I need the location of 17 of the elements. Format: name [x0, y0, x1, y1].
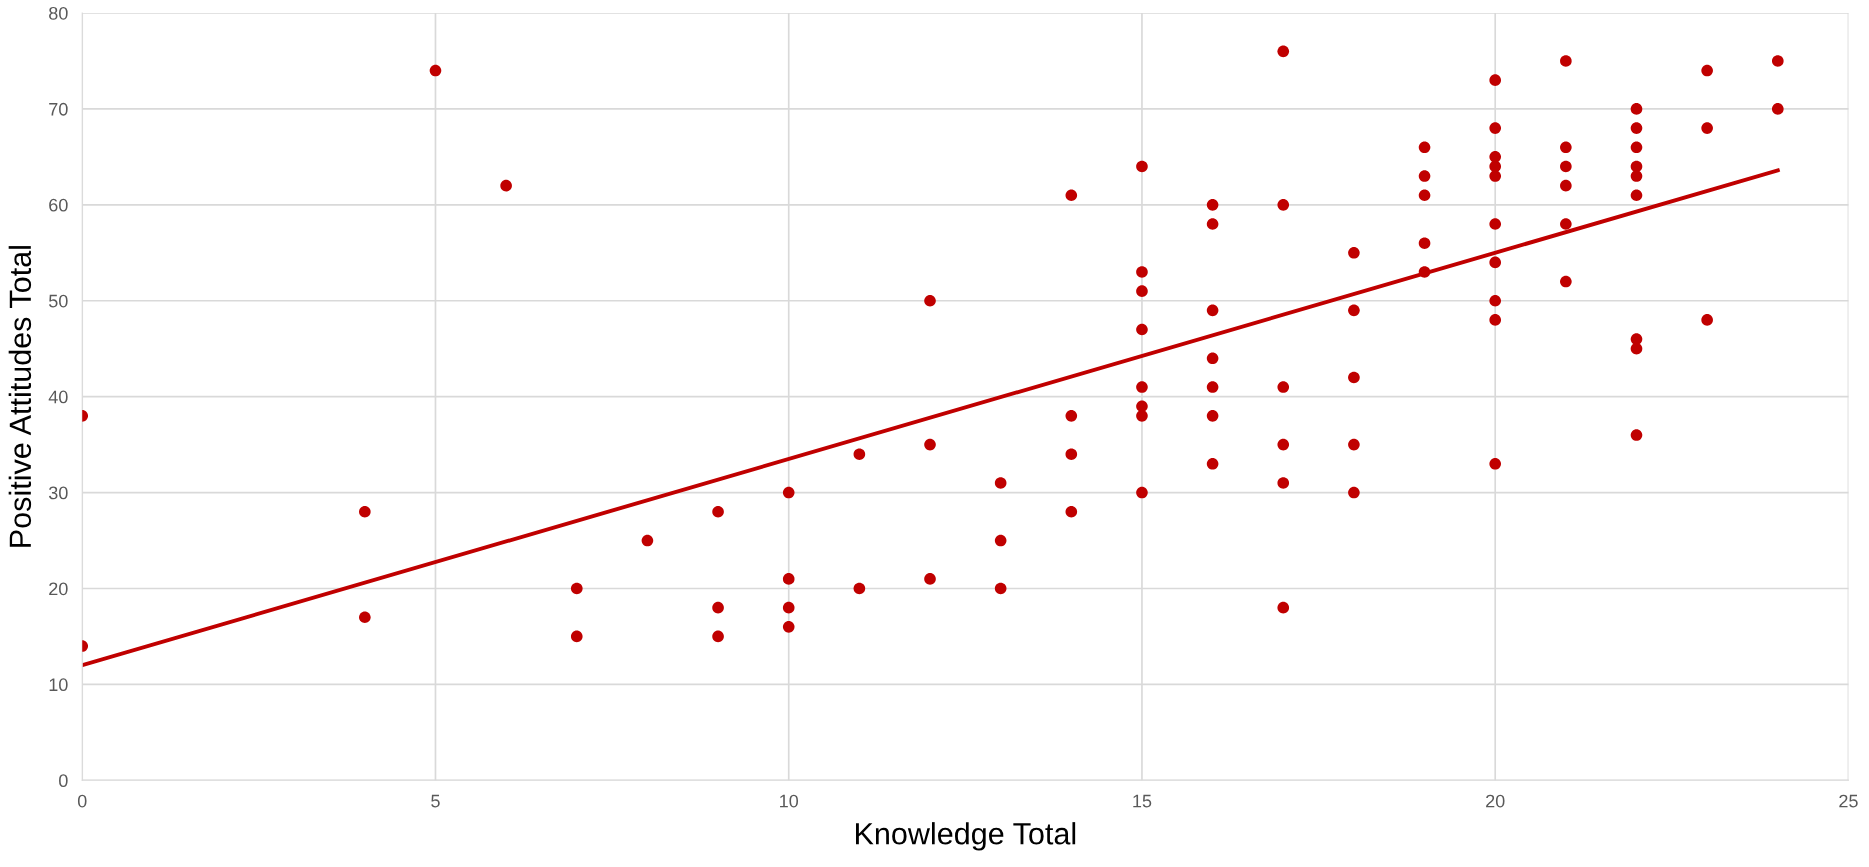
x-tick-label: 10 [780, 794, 799, 808]
x-tick-label: 0 [77, 794, 87, 808]
y-tick-label: 70 [49, 102, 68, 116]
x-tick-label: 5 [431, 794, 440, 808]
y-tick-label: 80 [49, 6, 68, 20]
x-tick-label: 15 [1133, 794, 1152, 808]
y-tick-label: 30 [48, 486, 68, 500]
y-tick-label: 0 [59, 774, 68, 788]
y-tick-label: 40 [48, 390, 68, 404]
y-tick-label: 60 [49, 198, 68, 212]
y-tick-label: 20 [49, 582, 68, 596]
y-tick-label: 50 [48, 294, 68, 308]
y-tick-label: 10 [49, 678, 68, 692]
x-tick-label: 20 [1486, 794, 1505, 808]
x-tick-label: 25 [1839, 794, 1858, 808]
x-axis-title: Knowledge Total [856, 822, 1076, 851]
y-axis-title: Positive Attitudes Total [8, 246, 32, 547]
